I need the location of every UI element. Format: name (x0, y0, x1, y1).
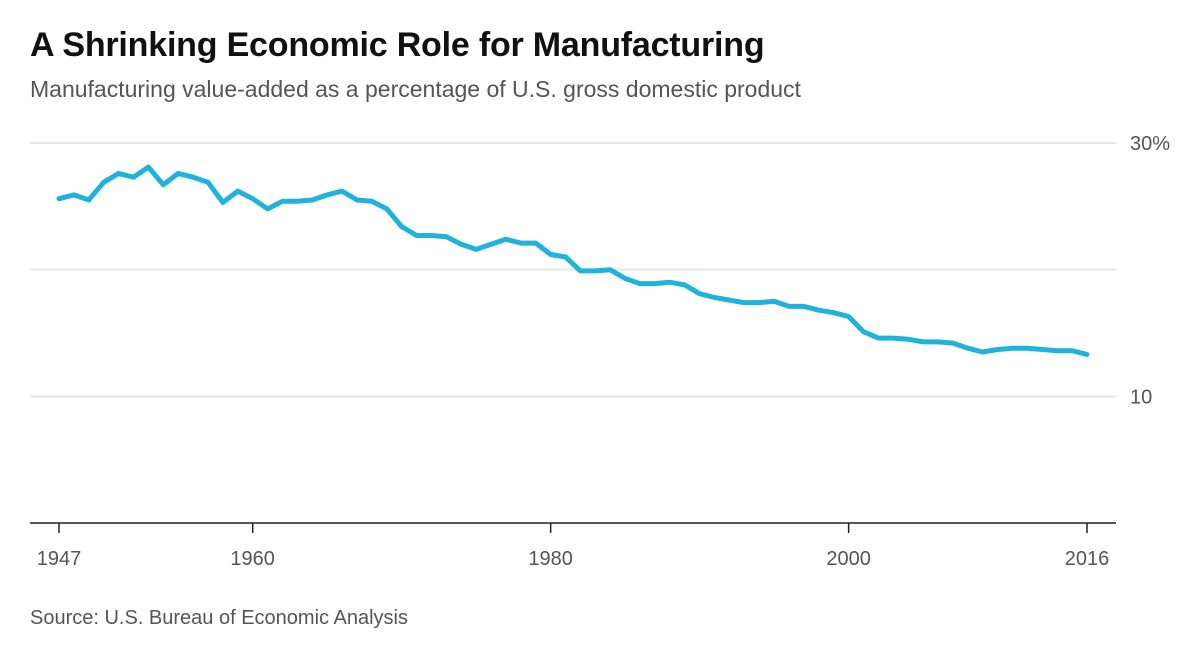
source-note: Source: U.S. Bureau of Economic Analysis (30, 607, 408, 629)
x-tick-label: 2016 (1065, 548, 1110, 570)
chart-title: A Shrinking Economic Role for Manufactur… (30, 26, 765, 64)
chart-subtitle: Manufacturing value-added as a percentag… (30, 76, 801, 102)
series-line (56, 164, 1090, 357)
x-tick-label: 1980 (528, 548, 573, 570)
x-tick-label: 1960 (230, 548, 275, 570)
y-tick-label: 10 (1130, 386, 1152, 408)
x-tick-label: 2000 (826, 548, 871, 570)
x-tick-label: 1947 (37, 548, 82, 570)
y-tick-label: 30% (1130, 133, 1170, 155)
